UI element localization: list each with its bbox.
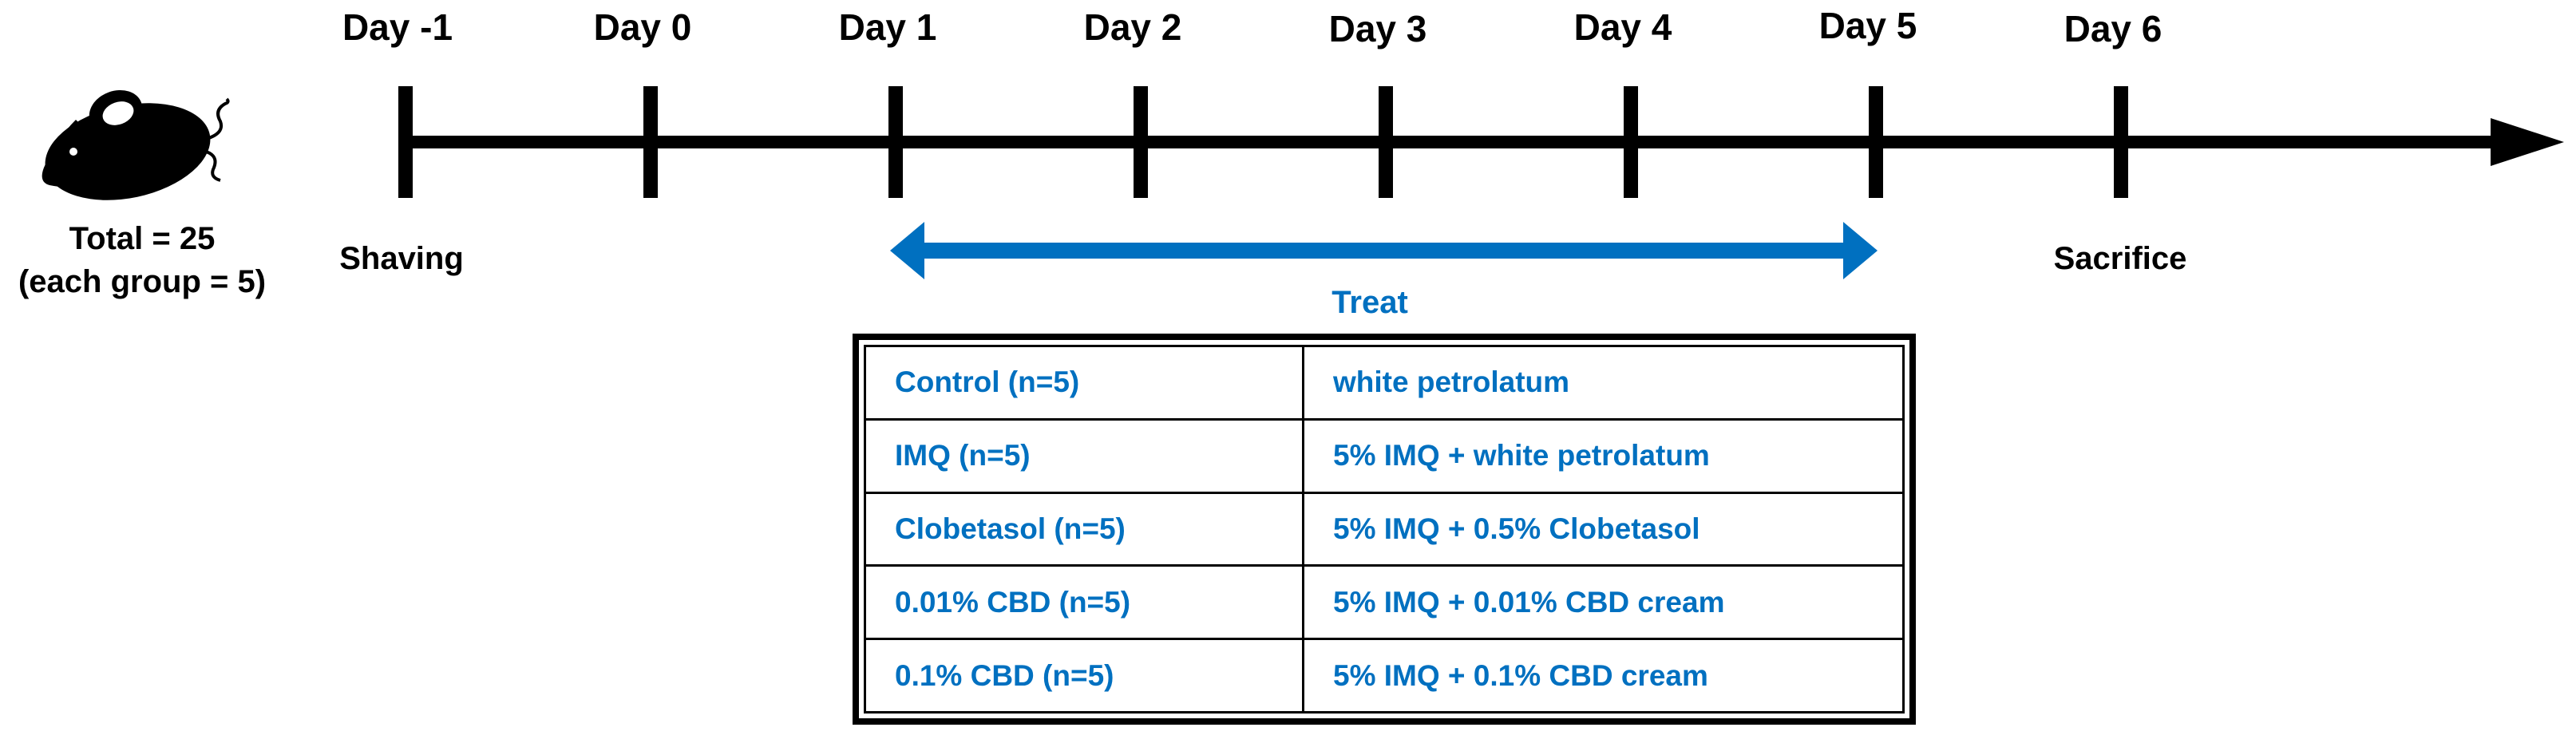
day-label: Day 6 <box>2064 8 2162 49</box>
sacrifice-label: Sacrifice <box>2054 241 2187 276</box>
day-tick <box>888 86 903 198</box>
mouse-eye <box>69 148 77 156</box>
group-name-cell: 0.1% CBD (n=5) <box>864 638 1304 713</box>
day-label: Day 4 <box>1574 6 1672 48</box>
treat-arrow-right-head <box>1843 222 1878 279</box>
mouse-tail <box>203 97 230 141</box>
day-label: Day 0 <box>594 6 692 48</box>
day-tick <box>1379 86 1393 198</box>
day-tick <box>1624 86 1638 198</box>
mouse-icon <box>42 89 230 200</box>
group-name-cell: IMQ (n=5) <box>864 417 1304 494</box>
day-label: Day 5 <box>1819 5 1917 46</box>
group-name-cell: Control (n=5) <box>864 345 1304 421</box>
group-name-cell: 0.01% CBD (n=5) <box>864 564 1304 641</box>
total-count-label: Total = 25 <box>69 221 216 256</box>
regimen-cell: 5% IMQ + 0.01% CBD cream <box>1302 564 1905 641</box>
regimen-cell: 5% IMQ + 0.1% CBD cream <box>1302 638 1905 713</box>
table-row: Control (n=5) white petrolatum <box>864 345 1905 421</box>
regimen-cell: 5% IMQ + white petrolatum <box>1302 417 1905 494</box>
day-tick <box>1134 86 1148 198</box>
regimen-cell: 5% IMQ + 0.5% Clobetasol <box>1302 491 1905 567</box>
day-label: Day 2 <box>1084 6 1182 48</box>
treat-label: Treat <box>1332 285 1408 320</box>
table-row: 0.1% CBD (n=5) 5% IMQ + 0.1% CBD cream <box>864 638 1905 713</box>
treat-arrow-shaft <box>918 243 1844 259</box>
day-label: Day -1 <box>342 6 453 48</box>
day-label: Day 3 <box>1329 8 1427 49</box>
regimen-cell: white petrolatum <box>1302 345 1905 421</box>
mouse-ear-inner <box>102 101 134 125</box>
day-tick <box>1869 86 1883 198</box>
treat-double-arrow <box>890 222 1878 279</box>
day-label: Day 1 <box>839 6 937 48</box>
day-tick <box>398 86 413 198</box>
timeline-arrowhead <box>2491 118 2564 166</box>
treat-arrow-left-head <box>890 222 924 279</box>
treatment-groups-table: Control (n=5) white petrolatum IMQ (n=5)… <box>853 334 1916 725</box>
table-row: 0.01% CBD (n=5) 5% IMQ + 0.01% CBD cream <box>864 564 1905 641</box>
group-size-label: (each group = 5) <box>18 264 266 299</box>
shaving-label: Shaving <box>339 241 464 276</box>
day-tick <box>2114 86 2128 198</box>
mouse-tail-2 <box>199 148 221 182</box>
table-row: Clobetasol (n=5) 5% IMQ + 0.5% Clobetaso… <box>864 491 1905 567</box>
table-row: IMQ (n=5) 5% IMQ + white petrolatum <box>864 417 1905 494</box>
group-name-cell: Clobetasol (n=5) <box>864 491 1304 567</box>
day-tick <box>643 86 658 198</box>
day-ticks: Day -1 Day 0 Day 1 Day 2 Day 3 Day 4 Day 5 Day … <box>342 5 2162 198</box>
